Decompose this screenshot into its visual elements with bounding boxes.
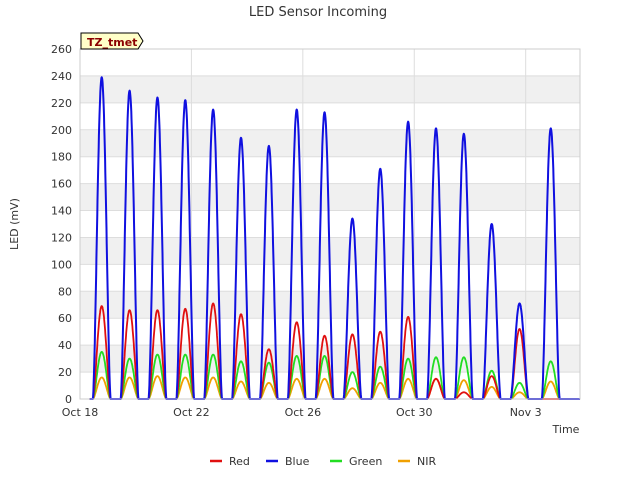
plot-border (79, 48, 581, 400)
x-tick-label: Oct 18 (62, 406, 99, 419)
y-tick-label: 160 (51, 178, 72, 191)
axes: 0 20 40 60 80 100 120 140 160 180 200 220 240 260 Oct … (51, 43, 581, 419)
y-axis-label: LED (mV) (8, 198, 21, 250)
legend-label-blue: Blue (285, 455, 310, 468)
y-tick-label: 240 (51, 70, 72, 83)
y-tick-label: 140 (51, 205, 72, 218)
x-tick-label: Nov 3 (510, 406, 542, 419)
y-tick-label: 80 (58, 285, 72, 298)
x-tick-label: Oct 26 (285, 406, 322, 419)
y-tick-label: 180 (51, 151, 72, 164)
y-tick-label: 20 (58, 366, 72, 379)
plot-band (80, 183, 580, 211)
x-axis-label: Time (552, 423, 580, 436)
y-tick-label: 100 (51, 258, 72, 271)
legend-label-green: Green (349, 455, 382, 468)
plot-band (80, 75, 580, 103)
x-tick-label: Oct 22 (173, 406, 210, 419)
y-tick-label: 260 (51, 43, 72, 56)
y-tick-label: 220 (51, 97, 72, 110)
y-tick-label: 200 (51, 124, 72, 137)
chart-title: LED Sensor Incoming (249, 5, 387, 20)
tz-badge-box (80, 32, 144, 50)
plot-band (80, 129, 580, 157)
legend: Red Blue Green NIR (210, 455, 436, 468)
legend-label-nir: NIR (417, 455, 436, 468)
y-tick-label: 40 (58, 339, 72, 352)
x-tick-label: Oct 30 (396, 406, 433, 419)
y-tick-label: 60 (58, 312, 72, 325)
tz-badge-label: TZ_tmet (87, 36, 137, 49)
legend-label-red: Red (229, 455, 250, 468)
y-tick-label: 0 (65, 393, 72, 406)
plot-area (80, 49, 580, 399)
y-tick-label: 120 (51, 231, 72, 244)
tz-badge: TZ_tmet (80, 32, 144, 50)
